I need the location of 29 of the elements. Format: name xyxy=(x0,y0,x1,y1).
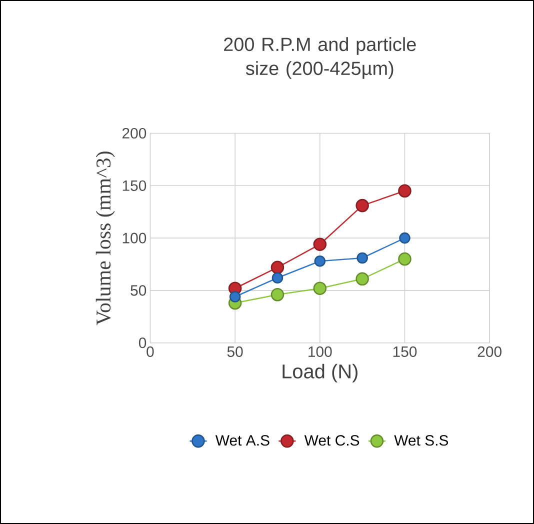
point xyxy=(314,255,326,267)
chart-title: 200 R.P.M and particle size (200-425µm) xyxy=(224,37,416,79)
legend-label: Wet A.S xyxy=(215,435,270,446)
x-tick-label: 150 xyxy=(393,346,417,357)
point xyxy=(272,272,284,284)
point xyxy=(399,232,410,244)
point xyxy=(356,252,368,264)
point xyxy=(356,272,369,286)
legend-label: Wet S.S xyxy=(394,435,448,446)
point xyxy=(270,260,284,274)
point xyxy=(398,184,412,198)
point xyxy=(356,198,369,212)
y-tick-label: 100 xyxy=(122,232,146,244)
x-tick-label: 0 xyxy=(146,346,154,357)
point xyxy=(313,238,327,251)
point xyxy=(229,291,241,302)
legend-label: Wet C.S xyxy=(304,435,360,446)
x-tick-label: 200 xyxy=(478,346,502,357)
y-tick-label: 200 xyxy=(122,128,146,139)
y-tick-label: 150 xyxy=(122,180,146,191)
point xyxy=(398,252,412,266)
x-tick-label: 50 xyxy=(227,346,243,357)
point xyxy=(313,282,327,295)
y-axis-title: Volume loss (mm^3) xyxy=(96,152,115,326)
y-tick-label: 0 xyxy=(138,338,146,348)
x-tick-label: 100 xyxy=(308,346,332,357)
point xyxy=(270,288,284,302)
x-axis-title: Load (N) xyxy=(282,364,358,382)
y-tick-label: 50 xyxy=(130,285,146,296)
